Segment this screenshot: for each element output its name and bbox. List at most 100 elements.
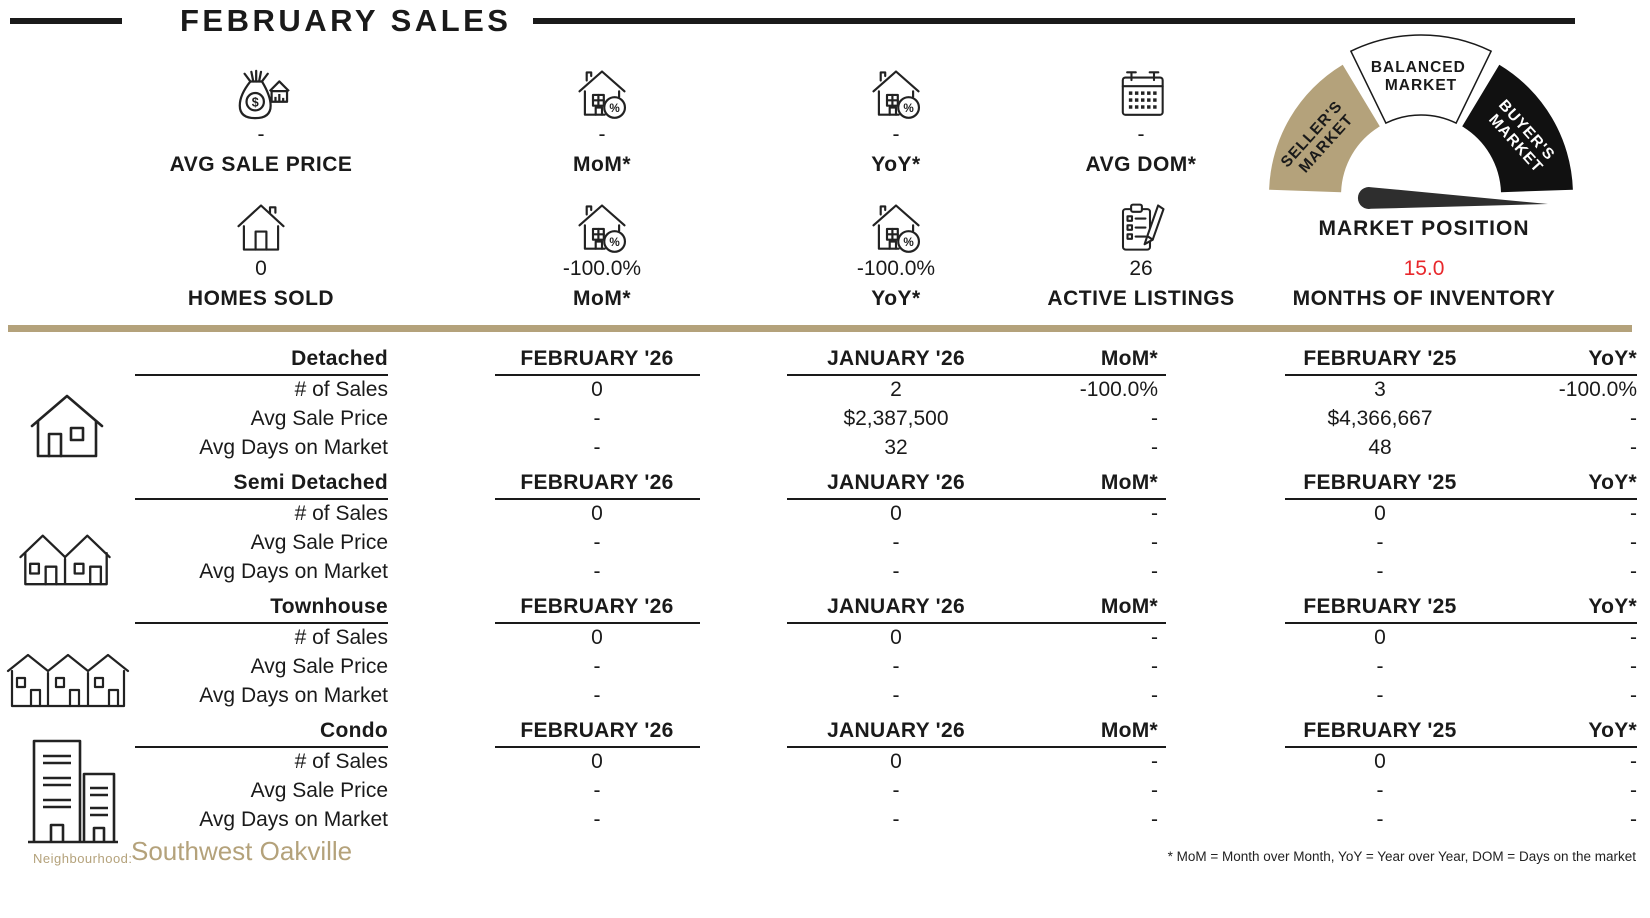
stat-label-mom: MoM*	[573, 287, 631, 310]
neighbourhood-label: Neighbourhood:	[33, 851, 133, 866]
cell-condo-avg-days-on-market-february-25: -	[1376, 808, 1384, 831]
stat-mom: % -100.0% MoM*	[452, 200, 752, 318]
footnote: * MoM = Month over Month, YoY = Year ove…	[1167, 849, 1636, 864]
cell-townhouse-avg-days-on-market-february-26: -	[593, 684, 601, 707]
cell-townhouse-avg-sale-price-january-26: -	[892, 655, 900, 678]
cell-condo-of-sales-january-26: 0	[890, 750, 902, 773]
header-underline	[787, 374, 1166, 376]
stat-mom: % - MoM*	[452, 66, 752, 184]
market-position-gauge: SELLER'S MARKET BALANCED MARKET BUYER'S …	[1269, 34, 1573, 209]
cell-condo-avg-sale-price-february-25: -	[1376, 779, 1384, 802]
cell-detached-avg-sale-price-february-25: $4,366,667	[1327, 407, 1433, 430]
cell-detached-of-sales-mom: -100.0%	[1079, 378, 1158, 401]
stat-value-avg-dom: -	[1137, 123, 1145, 146]
house-percent-icon: %	[452, 66, 752, 122]
cell-townhouse-avg-sale-price-mom: -	[1151, 655, 1158, 678]
column-header-mom: MoM*	[1100, 595, 1158, 618]
clipboard-pencil-icon	[991, 200, 1291, 256]
cell-townhouse-avg-sale-price-february-26: -	[593, 655, 601, 678]
stat-value-mom: -	[598, 123, 606, 146]
cell-detached-avg-sale-price-january-26: $2,387,500	[843, 407, 949, 430]
cell-condo-avg-days-on-market-february-26: -	[593, 808, 601, 831]
cell-semi-detached-avg-days-on-market-february-26: -	[593, 560, 601, 583]
section-name-townhouse: Townhouse	[270, 595, 388, 618]
cell-semi-detached-avg-sale-price-yoy: -	[1630, 531, 1637, 554]
cell-townhouse-of-sales-yoy: -	[1630, 626, 1637, 649]
column-header-february-26: FEBRUARY '26	[520, 347, 674, 370]
cell-semi-detached-of-sales-january-26: 0	[890, 502, 902, 525]
stat-value-months-of-inventory: 15.0	[1403, 257, 1445, 280]
cell-detached-of-sales-february-26: 0	[591, 378, 603, 401]
row-label-of-sales: # of Sales	[294, 378, 388, 401]
row-label-avg-days-on-market: Avg Days on Market	[199, 684, 388, 707]
stat-value-avg-sale-price: -	[257, 123, 265, 146]
cell-condo-avg-sale-price-yoy: -	[1630, 779, 1637, 802]
neighbourhood-value: Southwest Oakville	[131, 836, 353, 866]
row-label-of-sales: # of Sales	[294, 502, 388, 525]
row-label-avg-sale-price: Avg Sale Price	[250, 779, 388, 802]
cell-semi-detached-avg-days-on-market-february-25: -	[1376, 560, 1384, 583]
column-header-yoy: YoY*	[1588, 595, 1637, 618]
cell-townhouse-of-sales-january-26: 0	[890, 626, 902, 649]
column-header-january-26: JANUARY '26	[827, 347, 965, 370]
stat-label-yoy: YoY*	[871, 287, 921, 310]
header-underline	[1285, 374, 1637, 376]
gauge-label-balanced: BALANCED MARKET	[1371, 59, 1471, 94]
condo-buildings-icon	[26, 736, 118, 846]
header-underline	[495, 622, 700, 624]
calendar-icon	[991, 66, 1291, 122]
cell-condo-avg-days-on-market-yoy: -	[1630, 808, 1637, 831]
column-header-february-26: FEBRUARY '26	[520, 719, 674, 742]
stat-homes-sold: 0 HOMES SOLD	[111, 200, 411, 318]
house-percent-icon: %	[746, 66, 1046, 122]
cell-townhouse-of-sales-february-26: 0	[591, 626, 603, 649]
column-header-january-26: JANUARY '26	[827, 595, 965, 618]
header-underline	[135, 746, 388, 748]
cell-townhouse-of-sales-february-25: 0	[1374, 626, 1386, 649]
stat-label-active-listings: ACTIVE LISTINGS	[1047, 287, 1235, 310]
row-label-avg-sale-price: Avg Sale Price	[250, 407, 388, 430]
cell-detached-of-sales-february-25: 3	[1374, 378, 1386, 401]
section-name-condo: Condo	[320, 719, 388, 742]
cell-townhouse-avg-days-on-market-february-25: -	[1376, 684, 1384, 707]
header-underline	[1285, 498, 1637, 500]
cell-condo-avg-days-on-market-january-26: -	[892, 808, 900, 831]
cell-detached-avg-sale-price-yoy: -	[1630, 407, 1637, 430]
column-header-mom: MoM*	[1100, 347, 1158, 370]
column-header-yoy: YoY*	[1588, 719, 1637, 742]
svg-text:%: %	[903, 102, 914, 115]
stat-label-avg-sale-price: AVG SALE PRICE	[169, 153, 353, 176]
header-underline	[495, 374, 700, 376]
cell-semi-detached-of-sales-mom: -	[1151, 502, 1158, 525]
cell-detached-avg-days-on-market-february-25: 48	[1368, 436, 1392, 459]
row-label-avg-days-on-market: Avg Days on Market	[199, 560, 388, 583]
cell-condo-of-sales-mom: -	[1151, 750, 1158, 773]
house-icon	[111, 200, 411, 256]
stat-label-avg-dom: AVG DOM*	[1085, 153, 1197, 176]
section-name-semi-detached: Semi Detached	[233, 471, 388, 494]
market-position-caption: MARKET POSITION	[1318, 217, 1530, 240]
header-underline	[135, 498, 388, 500]
cell-detached-avg-sale-price-mom: -	[1151, 407, 1158, 430]
house-percent-icon: %	[452, 200, 752, 256]
cell-semi-detached-avg-days-on-market-january-26: -	[892, 560, 900, 583]
header-underline	[787, 746, 1166, 748]
cell-detached-avg-days-on-market-february-26: -	[593, 436, 601, 459]
cell-condo-avg-sale-price-february-26: -	[593, 779, 601, 802]
section-divider	[8, 325, 1632, 332]
stat-value-yoy: -100.0%	[856, 257, 936, 280]
header-underline	[135, 622, 388, 624]
row-label-of-sales: # of Sales	[294, 750, 388, 773]
house-percent-icon: %	[746, 200, 1046, 256]
row-label-avg-days-on-market: Avg Days on Market	[199, 808, 388, 831]
cell-semi-detached-avg-sale-price-mom: -	[1151, 531, 1158, 554]
svg-text:%: %	[609, 236, 620, 249]
svg-text:%: %	[609, 102, 620, 115]
column-header-february-25: FEBRUARY '25	[1303, 471, 1457, 494]
cell-condo-of-sales-february-25: 0	[1374, 750, 1386, 773]
cell-semi-detached-avg-sale-price-january-26: -	[892, 531, 900, 554]
header-underline	[495, 498, 700, 500]
header-underline	[1285, 746, 1637, 748]
cell-semi-detached-avg-sale-price-february-25: -	[1376, 531, 1384, 554]
column-header-february-25: FEBRUARY '25	[1303, 347, 1457, 370]
